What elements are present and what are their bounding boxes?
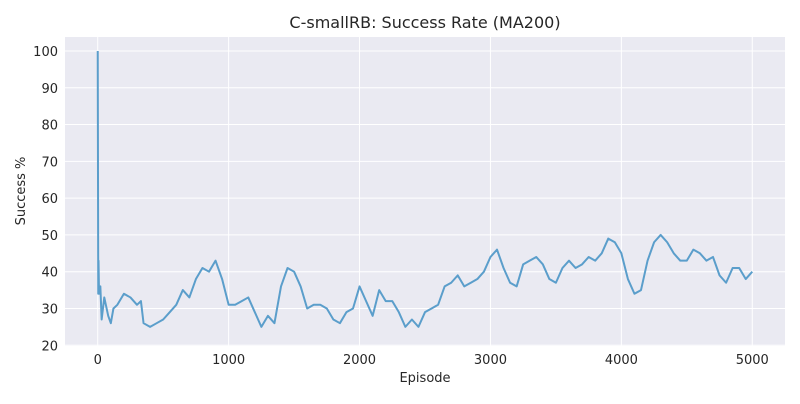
- plot-area: [65, 37, 785, 346]
- y-tick-label: 30: [41, 302, 58, 317]
- y-tick-label: 90: [41, 82, 58, 97]
- x-tick-label: 0: [94, 353, 102, 368]
- x-tick-label: 4000: [605, 353, 638, 368]
- y-tick-label: 100: [33, 45, 58, 60]
- x-tick-label: 2000: [343, 353, 376, 368]
- chart-title: C-smallRB: Success Rate (MA200): [289, 13, 560, 32]
- y-tick-label: 20: [41, 339, 58, 354]
- y-tick-label: 60: [41, 192, 58, 207]
- series-line: [96, 50, 754, 328]
- y-tick-label: 70: [41, 155, 58, 170]
- y-tick-label: 50: [41, 229, 58, 244]
- x-tick-label: 5000: [736, 353, 769, 368]
- y-axis-label: Success %: [14, 157, 29, 226]
- x-axis-label: Episode: [399, 371, 450, 386]
- x-tick-label: 3000: [474, 353, 507, 368]
- y-tick-label: 80: [41, 119, 58, 134]
- marks: [96, 50, 754, 328]
- y-tick-label: 40: [41, 266, 58, 281]
- x-tick-label: 1000: [212, 353, 245, 368]
